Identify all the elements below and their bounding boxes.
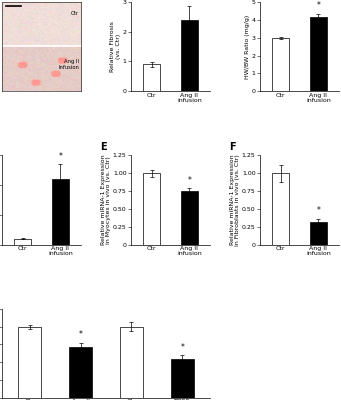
- Text: *: *: [188, 176, 191, 185]
- Text: F: F: [229, 142, 236, 152]
- Bar: [18, 327, 41, 398]
- Y-axis label: Relative miRNA-1 Expression
in Myocytes in vivo (vs. Ctr): Relative miRNA-1 Expression in Myocytes …: [101, 155, 112, 245]
- Text: *: *: [180, 343, 184, 352]
- Bar: [52, 179, 69, 244]
- Y-axis label: Relative miRNA-1 Expression
in Fibroblasts in vivo (vs. Ctr): Relative miRNA-1 Expression in Fibroblas…: [229, 154, 240, 246]
- Text: *: *: [79, 330, 83, 340]
- Text: *: *: [188, 0, 191, 3]
- Bar: [14, 239, 31, 244]
- Text: E: E: [101, 142, 107, 152]
- Bar: [272, 38, 289, 91]
- Bar: [310, 222, 327, 244]
- Text: Ang II
Infusion: Ang II Infusion: [58, 59, 79, 70]
- Text: Ctr: Ctr: [71, 11, 79, 16]
- Text: *: *: [59, 152, 62, 161]
- Bar: [310, 17, 327, 91]
- Y-axis label: HW/BW Ratio (mg/g): HW/BW Ratio (mg/g): [245, 14, 250, 79]
- Bar: [143, 64, 160, 91]
- Bar: [69, 347, 92, 398]
- Bar: [120, 327, 143, 398]
- Bar: [171, 359, 194, 398]
- Text: *: *: [316, 206, 321, 215]
- Text: *: *: [316, 1, 321, 10]
- Bar: [272, 173, 289, 244]
- Bar: [181, 191, 198, 244]
- Bar: [181, 20, 198, 91]
- Bar: [143, 173, 160, 244]
- Y-axis label: Relative Fibrosis
(vs. Ctr): Relative Fibrosis (vs. Ctr): [110, 21, 121, 72]
